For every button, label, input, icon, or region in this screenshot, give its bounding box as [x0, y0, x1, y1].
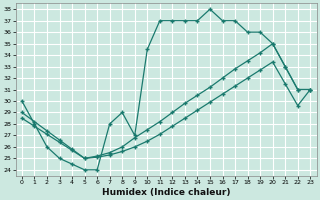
X-axis label: Humidex (Indice chaleur): Humidex (Indice chaleur) — [102, 188, 230, 197]
